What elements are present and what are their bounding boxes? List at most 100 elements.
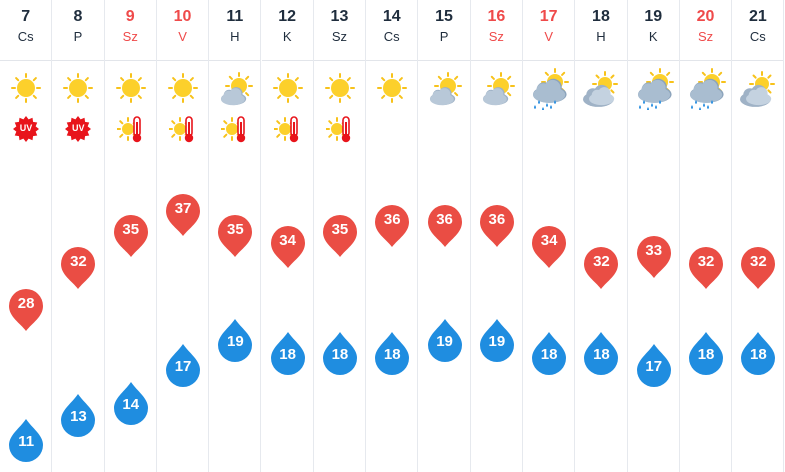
min-temp-value: 19 [436, 333, 453, 350]
day-column[interactable]: 7 Cs UV 28 11 [0, 0, 53, 472]
day-column[interactable]: 15 P 36 19 [418, 0, 471, 472]
day-date: 8 [73, 8, 83, 25]
rain-cloud-icon [634, 66, 674, 111]
day-date: 7 [21, 8, 31, 25]
heat-icon [272, 114, 302, 144]
max-temp-value: 35 [122, 221, 140, 238]
heat-icon [324, 114, 354, 144]
day-date: 16 [487, 8, 506, 25]
max-temp-marker: 32 [60, 246, 96, 291]
max-temp-value: 34 [279, 231, 296, 249]
cloudy-icon [581, 66, 621, 110]
min-temp-marker: 19 [427, 318, 463, 362]
max-temp-marker: 32 [740, 246, 776, 291]
rain-cloud-icon [529, 66, 569, 111]
max-temp-marker: 36 [479, 204, 515, 249]
max-temp-marker: 35 [217, 215, 253, 259]
day-header: 9 Sz [104, 0, 156, 61]
day-header: 10 V [156, 0, 209, 61]
max-temp-marker: 36 [427, 204, 463, 249]
min-temp-value: 11 [18, 433, 35, 450]
day-column[interactable]: 9 Sz 35 14 [104, 0, 157, 472]
min-temp-value: 18 [593, 345, 610, 363]
day-column[interactable]: 12 K 34 18 [261, 0, 314, 472]
max-temp-marker: 35 [113, 215, 149, 259]
day-date: 17 [539, 8, 558, 25]
day-date: 21 [748, 8, 767, 25]
day-column[interactable]: 8 P UV 32 13 [52, 0, 105, 472]
sun-icon [320, 66, 360, 110]
day-header: 18 H [575, 0, 627, 61]
heat-icon [115, 114, 145, 144]
day-header: 13 Sz [313, 0, 366, 61]
day-column[interactable]: 21 Cs 32 18 [732, 0, 785, 472]
max-temp-value: 35 [331, 221, 349, 238]
sun-icon [268, 66, 308, 110]
sun-icon [111, 66, 151, 110]
max-temp-value: 32 [70, 252, 87, 270]
max-temp-value: 34 [540, 231, 558, 249]
min-temp-marker: 13 [60, 393, 96, 437]
day-weekday: Sz [488, 29, 504, 44]
day-column[interactable]: 20 Sz 32 18 [679, 0, 733, 472]
max-temp-marker: 28 [8, 288, 44, 333]
day-column[interactable]: 19 K 33 17 [627, 0, 680, 472]
uv-label: UV [19, 123, 33, 133]
day-header: 17 V [523, 0, 575, 61]
max-temp-value: 32 [697, 252, 715, 270]
min-temp-value: 19 [488, 333, 506, 350]
max-temp-marker: 34 [270, 225, 306, 270]
day-column[interactable]: 18 H 32 18 [575, 0, 628, 472]
min-temp-marker: 17 [165, 343, 201, 387]
day-weekday: Cs [383, 29, 400, 44]
cloudy-icon [738, 66, 778, 110]
min-temp-value: 18 [383, 345, 401, 363]
min-temp-marker: 18 [322, 331, 358, 375]
day-weekday: Cs [17, 29, 34, 44]
day-weekday: Sz [122, 29, 138, 44]
day-header: 15 P [418, 0, 470, 61]
sun-icon [6, 66, 46, 110]
day-weekday: V [544, 29, 553, 44]
min-temp-marker: 18 [688, 331, 724, 375]
min-temp-marker: 17 [636, 343, 672, 387]
day-column[interactable]: 17 V 34 18 [523, 0, 576, 472]
day-date: 10 [173, 8, 192, 25]
day-date: 11 [226, 8, 244, 25]
min-temp-marker: 18 [531, 331, 567, 375]
day-column[interactable]: 13 Sz 35 18 [313, 0, 367, 472]
min-temp-value: 13 [70, 408, 87, 425]
day-column[interactable]: 11 H 35 19 [209, 0, 262, 472]
rain-cloud-icon [686, 66, 726, 111]
uv-icon: UV [12, 114, 40, 144]
max-temp-marker: 32 [583, 246, 619, 291]
day-date: 19 [644, 8, 663, 25]
day-weekday: Sz [697, 29, 714, 44]
day-column[interactable]: 14 Cs 36 18 [366, 0, 419, 472]
max-temp-marker: 35 [322, 215, 358, 259]
min-temp-value: 18 [697, 345, 715, 363]
min-temp-marker: 11 [8, 418, 44, 462]
max-temp-value: 32 [749, 252, 767, 270]
max-temp-marker: 34 [531, 225, 567, 270]
min-temp-marker: 14 [113, 381, 149, 425]
min-temp-value: 18 [540, 345, 558, 363]
uv-label: UV [72, 123, 85, 133]
max-temp-value: 36 [488, 210, 506, 228]
min-temp-marker: 18 [270, 331, 306, 375]
day-header: 20 Sz [679, 0, 732, 61]
min-temp-value: 18 [749, 345, 767, 363]
max-temp-marker: 33 [636, 236, 672, 280]
max-temp-marker: 36 [374, 204, 410, 249]
day-column[interactable]: 16 Sz 36 19 [470, 0, 523, 472]
day-weekday: K [282, 29, 292, 44]
heat-icon [220, 114, 249, 144]
day-header: 19 K [627, 0, 679, 61]
min-temp-value: 17 [174, 358, 192, 375]
day-weekday: H [230, 29, 240, 44]
day-column[interactable]: 10 V 37 17 [156, 0, 210, 472]
sun-icon [58, 66, 98, 110]
day-weekday: K [648, 29, 658, 44]
min-temp-marker: 18 [583, 331, 619, 375]
